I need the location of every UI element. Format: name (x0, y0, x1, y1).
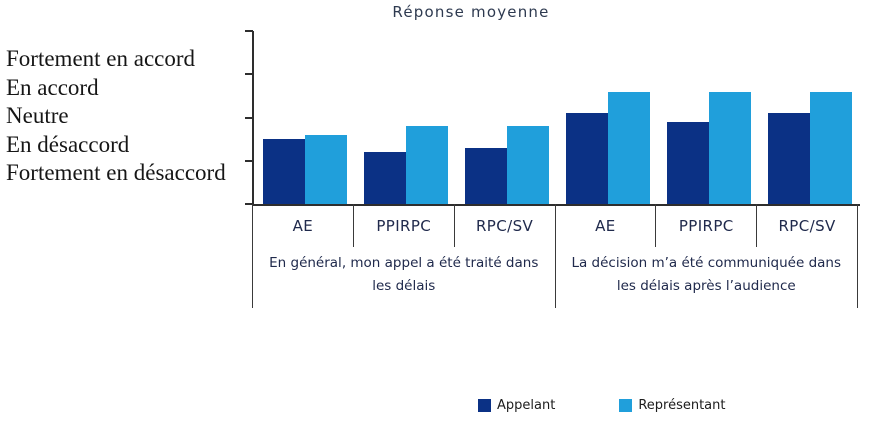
category-label-ppirpc: PPIRPC (655, 204, 756, 247)
bar-reprsentant-ppirpc (405, 126, 448, 204)
bar-appelant-rpcsv (464, 147, 507, 204)
category-label-ppirpc: PPIRPC (352, 204, 454, 247)
bar-reprsentant-ae (607, 91, 650, 204)
legend-label: Représentant (638, 398, 726, 413)
legend-item-appelant: Appelant (478, 398, 555, 413)
bar-pair-rpcsv (759, 31, 860, 204)
subcategory-row-2: AE PPIRPC RPC/SV (556, 204, 858, 247)
bar-appelant-ppirpc (363, 152, 406, 204)
question-label-1: En général, mon appel a été traité dans … (269, 255, 539, 294)
legend-item-representant: Représentant (619, 398, 725, 413)
bar-reprsentant-rpcsv (809, 91, 852, 204)
y-axis-tick (245, 159, 253, 162)
category-label-rpcsv: RPC/SV (756, 204, 857, 247)
bar-appelant-ae (565, 113, 608, 204)
category-label-rpcsv: RPC/SV (453, 204, 555, 247)
legend-color-swatch-representant (619, 399, 633, 412)
category-label-ae: AE (292, 216, 314, 235)
legend-color-swatch-appelant (478, 399, 491, 412)
bar-appelant-rpcsv (767, 113, 810, 204)
bar-reprsentant-ae (304, 134, 347, 204)
bar-pair-ppirpc (658, 31, 759, 204)
y-axis-tick (245, 116, 253, 119)
category-label-ae: AE (595, 216, 616, 235)
bar-group-question-2 (557, 31, 860, 204)
category-group-1: AE PPIRPC RPC/SV En général, mon appel a é… (252, 204, 555, 308)
y-axis-label: En accord (6, 74, 99, 100)
plot-area (245, 30, 860, 206)
category-axis-table: AE PPIRPC RPC/SV En général, mon appel a é… (252, 204, 858, 308)
y-axis-label: Neutre (6, 103, 69, 128)
y-axis-tick (245, 73, 253, 76)
y-axis-tick (245, 30, 253, 32)
y-axis-label: Fortement en désaccord (6, 160, 226, 185)
question-label-2: La décision m’a été communiquée dans les… (571, 255, 842, 294)
y-axis-labels: Fortement en accord En accord Neutre En … (6, 45, 226, 188)
chart-title: Réponse moyenne (392, 3, 550, 21)
bar-group-question-1 (254, 31, 557, 204)
y-axis-tick (245, 203, 253, 205)
bar-pair-ae (254, 31, 355, 204)
bar-pair-rpcsv (456, 31, 557, 204)
y-axis-label: Fortement en accord (6, 46, 196, 71)
legend: Appelant Représentant (478, 398, 725, 413)
subcategory-row-1: AE PPIRPC RPC/SV (253, 204, 555, 247)
bar-appelant-ae (262, 139, 305, 204)
bar-reprsentant-rpcsv (506, 126, 549, 204)
y-axis-label: En désaccord (6, 131, 130, 157)
bar-pair-ae (557, 31, 658, 204)
bar-pair-ppirpc (355, 31, 456, 204)
legend-label: Appelant (497, 398, 556, 413)
bar-appelant-ppirpc (666, 121, 709, 204)
category-group-2: AE PPIRPC RPC/SV La décision m’a été commu… (554, 204, 858, 308)
bar-reprsentant-ppirpc (708, 91, 751, 204)
